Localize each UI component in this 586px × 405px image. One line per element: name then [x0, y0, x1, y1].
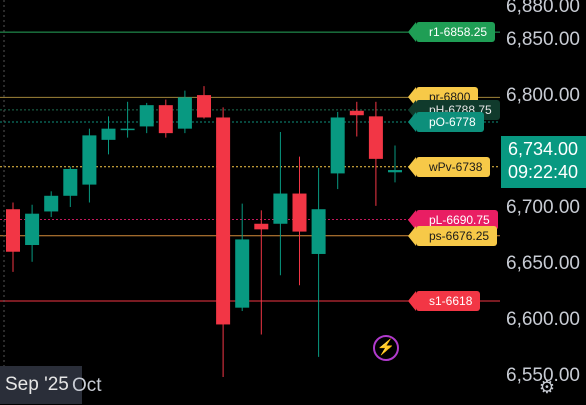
- candle-body: [44, 195, 59, 212]
- level-tag-s1: s1-6618: [407, 290, 481, 311]
- candle-body: [311, 209, 326, 254]
- candle: [368, 101, 383, 206]
- candle: [254, 210, 269, 335]
- level-tag-pL: pL-6690.75: [408, 209, 498, 230]
- candle: [25, 204, 40, 262]
- candle: [235, 203, 250, 312]
- candle-body: [216, 117, 231, 325]
- candle: [177, 90, 192, 134]
- candle-body: [197, 95, 211, 118]
- current-price-value: 6,734.00: [508, 139, 579, 159]
- candle-body: [120, 128, 135, 131]
- price-scale[interactable]: [500, 0, 586, 405]
- time-axis-label: Oct: [72, 375, 102, 396]
- bar-countdown: 09:22:40: [508, 162, 579, 182]
- level-tag-wPv: wPv-6738: [407, 156, 491, 177]
- candle-body: [273, 193, 288, 224]
- candle: [63, 166, 78, 207]
- price-tick-label: 6,850.00: [506, 29, 580, 51]
- price-tick-label: 6,880.00: [506, 0, 580, 17]
- candle-body: [139, 105, 154, 127]
- candle-body: [6, 209, 20, 252]
- candle: [273, 132, 288, 276]
- candle-body: [349, 110, 364, 116]
- candle: [388, 145, 402, 183]
- candle-body: [25, 213, 40, 246]
- candle: [330, 111, 345, 190]
- candle: [6, 202, 20, 272]
- crosshair-date-label: Sep '25: [0, 366, 82, 404]
- candles: [6, 86, 402, 378]
- price-tick-label: 6,650.00: [506, 253, 580, 275]
- candle: [197, 86, 211, 119]
- price-tick-label: 6,800.00: [506, 85, 580, 107]
- candle: [120, 101, 135, 138]
- settings-gear-icon[interactable]: ⚙: [538, 377, 556, 397]
- candle: [292, 156, 307, 286]
- level-tag-ps: ps-6676.25: [407, 225, 498, 246]
- current-price-badge: 6,734.00 09:22:40: [501, 136, 586, 188]
- candle: [139, 102, 154, 134]
- candle-body: [101, 128, 116, 140]
- lightning-icon[interactable]: ⚡: [373, 335, 399, 361]
- candle-body: [82, 135, 97, 185]
- price-tick-label: 6,700.00: [506, 197, 580, 219]
- candle-body: [63, 168, 78, 196]
- candle: [82, 128, 97, 203]
- candle-body: [235, 239, 250, 308]
- candle-body: [330, 117, 345, 174]
- candle-body: [254, 223, 269, 230]
- candle-body: [158, 105, 173, 134]
- candle: [158, 99, 173, 138]
- candle-body: [177, 97, 192, 129]
- candle: [311, 167, 326, 357]
- level-tag-r1: r1-6858.25: [407, 22, 496, 43]
- candle-body: [292, 193, 307, 232]
- price-tick-label: 6,600.00: [506, 309, 580, 331]
- price-tick-label: 6,550.00: [506, 365, 580, 387]
- candle: [101, 116, 116, 155]
- candle: [44, 191, 59, 218]
- candle-body: [388, 170, 402, 173]
- level-tag-pO: pO-6778: [408, 111, 484, 132]
- candle-body: [368, 116, 383, 159]
- candle: [216, 107, 231, 378]
- candle: [349, 101, 364, 137]
